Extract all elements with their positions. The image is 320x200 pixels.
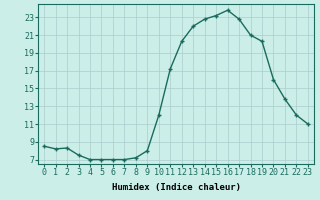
X-axis label: Humidex (Indice chaleur): Humidex (Indice chaleur) (111, 183, 241, 192)
